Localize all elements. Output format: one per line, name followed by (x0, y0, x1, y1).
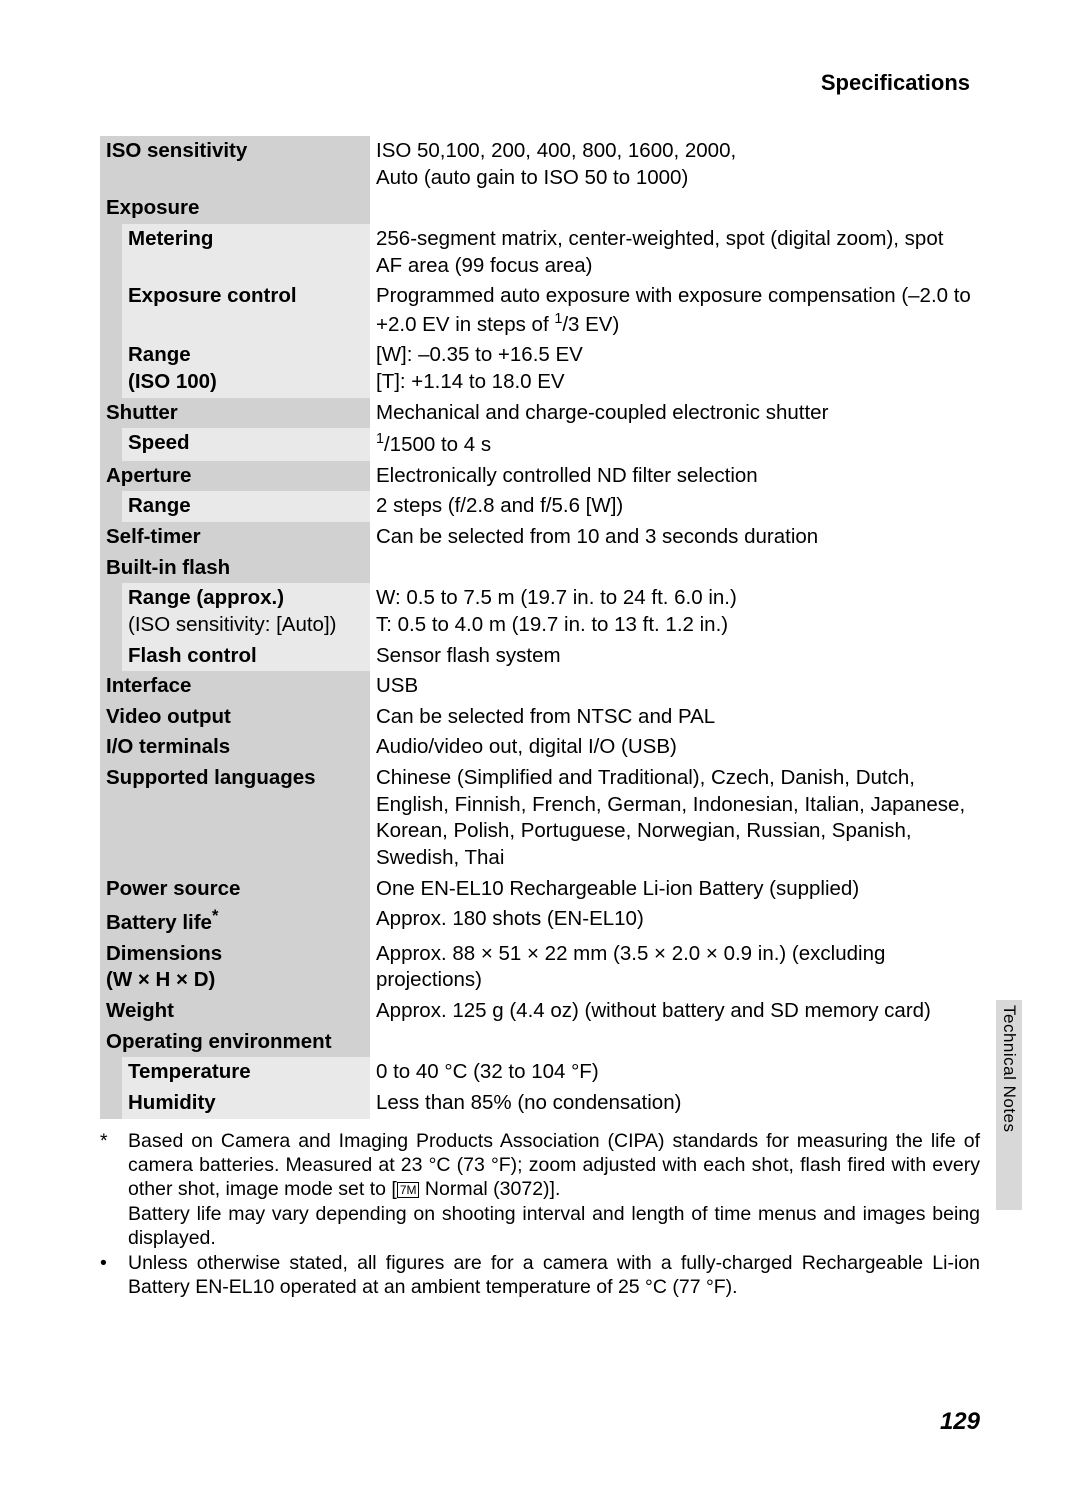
spec-sublabel: Humidity (122, 1088, 370, 1119)
spec-row: Range2 steps (f/2.8 and f/5.6 [W]) (100, 491, 980, 522)
spec-row: Self-timerCan be selected from 10 and 3 … (100, 522, 980, 553)
spec-row: Speed1/1500 to 4 s (100, 428, 980, 460)
page-title: Specifications (100, 70, 980, 96)
spec-row: Flash controlSensor flash system (100, 641, 980, 672)
spec-value: Approx. 88 × 51 × 22 mm (3.5 × 2.0 × 0.9… (370, 939, 980, 996)
spec-label: Video output (100, 702, 370, 733)
spec-value: 2 steps (f/2.8 and f/5.6 [W]) (370, 491, 980, 522)
spec-value: Electronically controlled ND filter sele… (370, 461, 980, 492)
spec-row: Range (approx.)(ISO sensitivity: [Auto])… (100, 583, 980, 640)
spec-label: I/O terminals (100, 732, 370, 763)
spec-label: Aperture (100, 461, 370, 492)
spec-value: Approx. 125 g (4.4 oz) (without battery … (370, 996, 980, 1027)
spec-row: ApertureElectronically controlled ND fil… (100, 461, 980, 492)
spec-row: Exposure controlProgrammed auto exposure… (100, 281, 980, 340)
spec-value: ISO 50,100, 200, 400, 800, 1600, 2000,Au… (370, 136, 980, 193)
spec-stub (100, 641, 122, 672)
spec-row: WeightApprox. 125 g (4.4 oz) (without ba… (100, 996, 980, 1027)
spec-row: InterfaceUSB (100, 671, 980, 702)
spec-label: Supported languages (100, 763, 370, 874)
spec-label: Shutter (100, 398, 370, 429)
spec-row: Video outputCan be selected from NTSC an… (100, 702, 980, 733)
spec-value (370, 553, 980, 584)
spec-row: Metering256-segment matrix, center-weigh… (100, 224, 980, 281)
spec-value: Approx. 180 shots (EN-EL10) (370, 904, 980, 938)
spec-table: ISO sensitivityISO 50,100, 200, 400, 800… (100, 136, 980, 1119)
spec-value: Mechanical and charge-coupled electronic… (370, 398, 980, 429)
spec-row: HumidityLess than 85% (no condensation) (100, 1088, 980, 1119)
spec-sublabel: Range(ISO 100) (122, 340, 370, 397)
spec-sublabel: Flash control (122, 641, 370, 672)
spec-value: 256-segment matrix, center-weighted, spo… (370, 224, 980, 281)
spec-sublabel: Temperature (122, 1057, 370, 1088)
spec-stub (100, 281, 122, 340)
footnote-marker: • (100, 1251, 128, 1300)
footnote-row: *Based on Camera and Imaging Products As… (100, 1129, 980, 1251)
spec-row: Supported languagesChinese (Simplified a… (100, 763, 980, 874)
spec-label: Interface (100, 671, 370, 702)
spec-label: ISO sensitivity (100, 136, 370, 193)
spec-stub (100, 428, 122, 460)
spec-label: Power source (100, 874, 370, 905)
footnotes: *Based on Camera and Imaging Products As… (100, 1129, 980, 1300)
spec-sublabel: Range (122, 491, 370, 522)
spec-row: Temperature0 to 40 °C (32 to 104 °F) (100, 1057, 980, 1088)
spec-sublabel: Exposure control (122, 281, 370, 340)
spec-value: 0 to 40 °C (32 to 104 °F) (370, 1057, 980, 1088)
spec-value: Can be selected from NTSC and PAL (370, 702, 980, 733)
spec-row: ISO sensitivityISO 50,100, 200, 400, 800… (100, 136, 980, 193)
spec-stub (100, 1088, 122, 1119)
side-tab-label: Technical Notes (999, 1005, 1019, 1133)
spec-value: Can be selected from 10 and 3 seconds du… (370, 522, 980, 553)
spec-label: Self-timer (100, 522, 370, 553)
footnote-row: •Unless otherwise stated, all figures ar… (100, 1251, 980, 1300)
spec-label: Weight (100, 996, 370, 1027)
spec-stub (100, 1057, 122, 1088)
spec-row: Battery life*Approx. 180 shots (EN-EL10) (100, 904, 980, 938)
spec-label: Built-in flash (100, 553, 370, 584)
spec-stub (100, 224, 122, 281)
footnote-text: Unless otherwise stated, all figures are… (128, 1251, 980, 1300)
spec-value (370, 1027, 980, 1058)
spec-value (370, 193, 980, 224)
spec-stub (100, 583, 122, 640)
spec-row: Exposure (100, 193, 980, 224)
spec-value: [W]: –0.35 to +16.5 EV[T]: +1.14 to 18.0… (370, 340, 980, 397)
spec-label: Exposure (100, 193, 370, 224)
page-number: 129 (940, 1408, 980, 1436)
spec-sublabel: Speed (122, 428, 370, 460)
spec-row: ShutterMechanical and charge-coupled ele… (100, 398, 980, 429)
spec-row: Dimensions(W × H × D)Approx. 88 × 51 × 2… (100, 939, 980, 996)
spec-value: Sensor flash system (370, 641, 980, 672)
spec-value: Audio/video out, digital I/O (USB) (370, 732, 980, 763)
spec-value: Chinese (Simplified and Traditional), Cz… (370, 763, 980, 874)
spec-sublabel: Metering (122, 224, 370, 281)
spec-value: W: 0.5 to 7.5 m (19.7 in. to 24 ft. 6.0 … (370, 583, 980, 640)
footnote-text: Based on Camera and Imaging Products Ass… (128, 1129, 980, 1251)
spec-row: I/O terminalsAudio/video out, digital I/… (100, 732, 980, 763)
spec-value: Programmed auto exposure with exposure c… (370, 281, 980, 340)
spec-row: Power sourceOne EN-EL10 Rechargeable Li-… (100, 874, 980, 905)
spec-value: USB (370, 671, 980, 702)
spec-row: Range(ISO 100)[W]: –0.35 to +16.5 EV[T]:… (100, 340, 980, 397)
spec-label: Battery life* (100, 904, 370, 938)
spec-sublabel: Range (approx.)(ISO sensitivity: [Auto]) (122, 583, 370, 640)
spec-stub (100, 491, 122, 522)
spec-value: Less than 85% (no condensation) (370, 1088, 980, 1119)
spec-stub (100, 340, 122, 397)
spec-value: 1/1500 to 4 s (370, 428, 980, 460)
spec-label: Operating environment (100, 1027, 370, 1058)
spec-row: Operating environment (100, 1027, 980, 1058)
spec-label: Dimensions(W × H × D) (100, 939, 370, 996)
spec-value: One EN-EL10 Rechargeable Li-ion Battery … (370, 874, 980, 905)
footnote-marker: * (100, 1129, 128, 1251)
spec-row: Built-in flash (100, 553, 980, 584)
